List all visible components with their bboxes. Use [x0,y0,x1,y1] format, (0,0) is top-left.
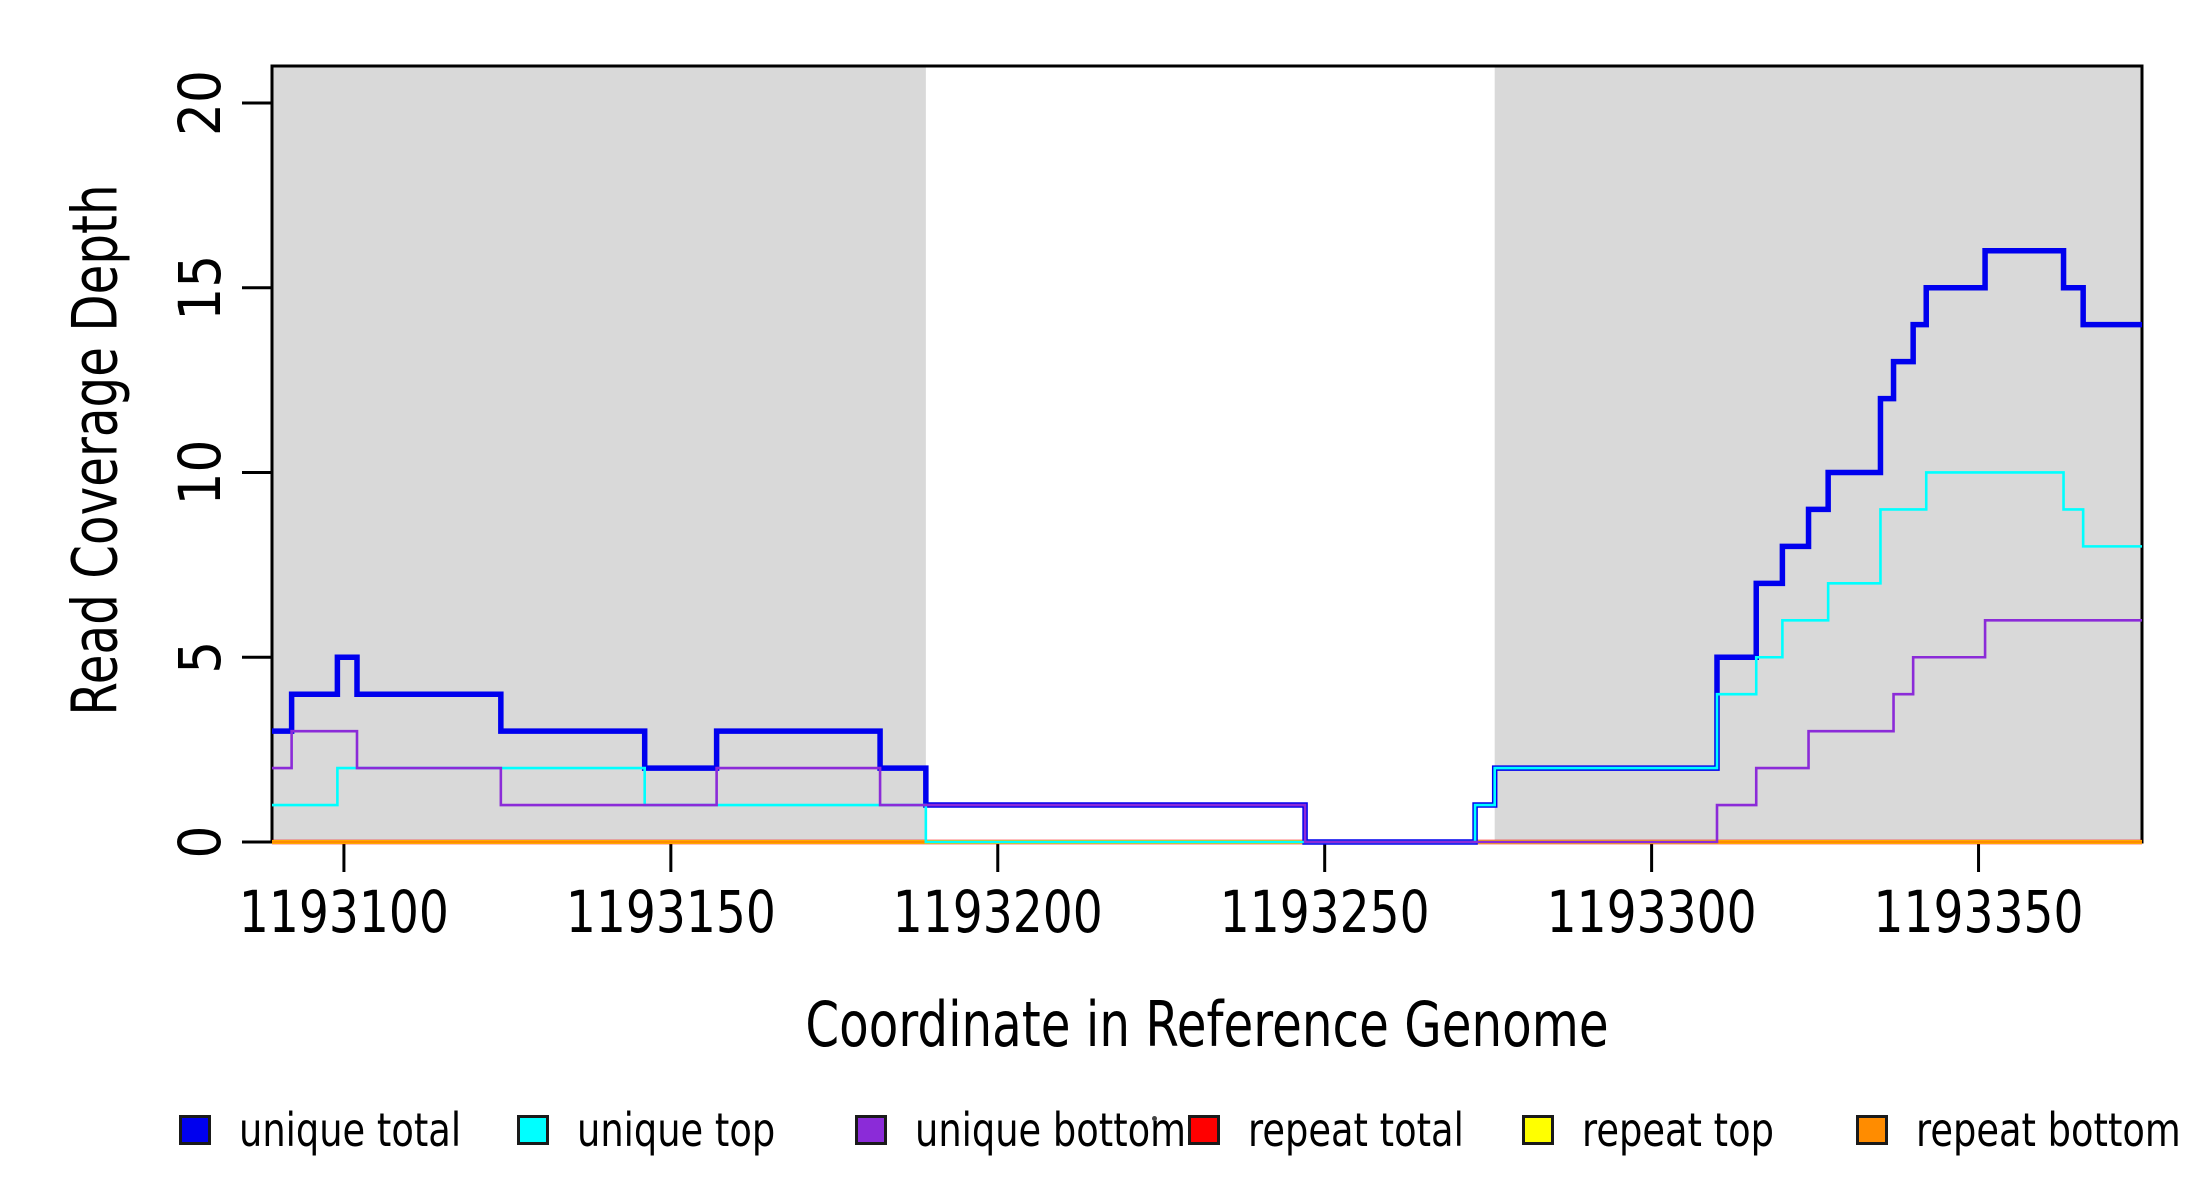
x-tick-label: 1193350 [1874,878,2084,946]
legend-label: unique top [577,1103,776,1157]
legend-label: unique bottom [915,1103,1186,1157]
legend-swatch-icon [517,1115,549,1145]
y-tick-label: 0 [166,826,234,859]
legend-label: repeat bottom [1916,1103,2181,1157]
y-tick-label: 10 [166,439,234,505]
plot-canvas: 1193100 1193150 1193200 1193250 1193300 11933… [166,64,2144,946]
legend-swatch-icon [1856,1115,1888,1145]
x-tick-label: 1193300 [1547,878,1757,946]
legend-item-repeat-bottom: repeat bottom [1856,1103,2200,1157]
legend-label: repeat total [1248,1103,1464,1157]
step-line-unique-top [272,471,2142,844]
x-tick-label: 1193250 [1220,878,1430,946]
legend-swatch-icon [1522,1115,1554,1145]
step-line-unique-bottom [272,618,2142,844]
legend-swatch-icon [179,1115,211,1145]
x-tick-label: 1193100 [239,878,449,946]
left-shaded-region [272,66,926,842]
legend-label: repeat top [1582,1103,1774,1157]
x-axis-title: Coordinate in Reference Genome [805,988,1609,1061]
x-tick-label: 1193150 [566,878,776,946]
y-tick-label: 15 [166,255,234,321]
legend-item-unique-top: unique top [517,1103,825,1157]
x-tick-label: 1193200 [893,878,1103,946]
y-axis-title: Read Coverage Depth [58,184,132,716]
legend-item-repeat-total: repeat total [1188,1103,1518,1157]
legend-swatch-icon [855,1115,887,1145]
y-tick-label: 5 [166,641,234,674]
legend-swatch-icon [1188,1115,1220,1145]
legend-item-unique-total: unique total [179,1103,517,1157]
right-shaded-region [1494,66,2142,842]
legend-item-repeat-top: repeat top [1522,1103,1822,1157]
legend-item-unique-bottom: unique bottom [855,1103,1254,1157]
legend-label: unique total [239,1103,462,1157]
y-tick-label: 20 [166,70,234,136]
stray-dot-artifact [1152,1116,1157,1121]
